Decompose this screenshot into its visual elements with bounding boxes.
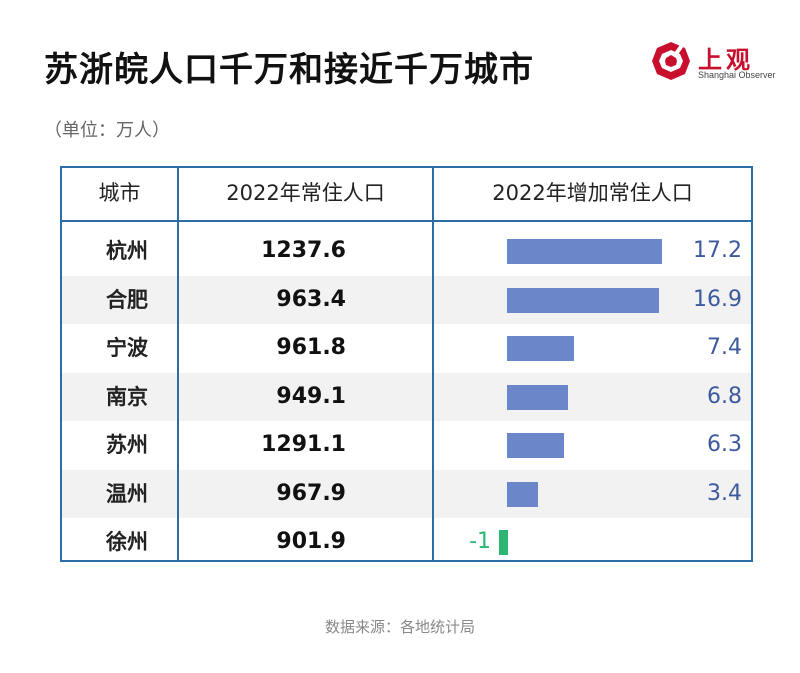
shanghai-observer-logo: 上观 Shanghai Observer [650,40,776,84]
page-title: 苏浙皖人口千万和接近千万城市 [44,50,534,90]
city-cell: 宁波 [106,336,148,360]
increase-bar [507,239,662,264]
table-row: 苏州 1291.1 6.3 [62,421,751,469]
logo-mark-icon [652,42,690,80]
table-row: 杭州 1237.6 17.2 [62,227,751,275]
population-cell: 1237.6 [261,238,346,263]
increase-bar [507,481,538,507]
header-increase: 2022年增加常住人口 [492,181,693,205]
header-population: 2022年常住人口 [226,181,385,205]
city-cell: 合肥 [106,287,148,312]
increase-bar [507,287,660,313]
increase-value-label: 17.2 [693,238,742,263]
column-divider-1 [177,166,179,562]
city-cell: 南京 [106,384,148,409]
city-cell: 温州 [106,481,148,506]
increase-value-label: 7.4 [707,335,742,360]
city-cell: 苏州 [106,433,148,457]
table-row: 合肥 963.4 16.9 [62,275,751,324]
column-divider-2 [432,166,434,562]
population-cell: 1291.1 [261,432,346,457]
table-frame [60,166,753,562]
population-cell: 901.9 [276,529,346,554]
increase-value-label: -1 [469,529,491,554]
increase-value-label: 6.8 [707,383,742,409]
table-row: 温州 967.9 3.4 [62,469,751,518]
city-cell: 徐州 [106,530,148,554]
increase-bar [507,433,564,458]
increase-bar [507,384,569,410]
city-cell: 杭州 [106,239,148,263]
header-divider [60,220,753,222]
increase-value-label: 16.9 [693,286,742,312]
increase-bar [499,530,508,555]
logo-english-text: Shanghai Observer [698,70,776,80]
population-cell: 949.1 [276,383,346,409]
table-row: 徐州 901.9 -1 [62,518,751,566]
population-cell: 961.8 [276,335,346,360]
population-cell: 963.4 [276,286,346,312]
table-row: 宁波 961.8 7.4 [62,324,751,372]
unit-label: （单位：万人） [44,120,170,141]
table-row: 南京 949.1 6.8 [62,372,751,421]
source-note: 数据来源：各地统计局 [324,618,475,636]
logo-chinese-text: 上观 [698,46,754,74]
population-cell: 967.9 [276,480,346,506]
increase-value-label: 3.4 [707,480,742,506]
increase-bar [507,336,574,361]
header-city: 城市 [98,181,141,205]
increase-value-label: 6.3 [707,432,742,457]
